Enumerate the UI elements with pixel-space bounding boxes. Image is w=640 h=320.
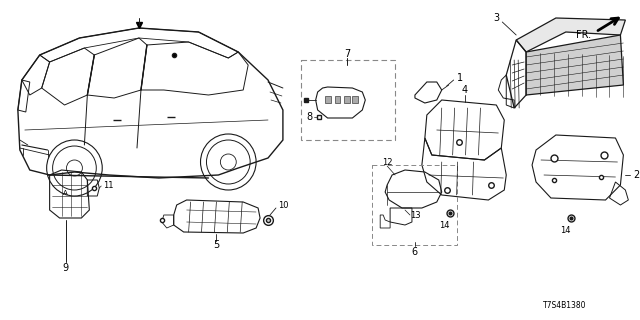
Text: 13: 13 (410, 211, 420, 220)
Text: 11: 11 (103, 180, 114, 189)
Bar (372, 165, 456, 245)
Text: 9: 9 (63, 263, 68, 273)
Bar (344, 96, 351, 103)
Bar (324, 96, 330, 103)
Polygon shape (526, 35, 623, 95)
Text: 1: 1 (456, 73, 463, 83)
Text: 7: 7 (344, 49, 351, 59)
Bar (353, 96, 358, 103)
Text: 8: 8 (307, 112, 313, 122)
Text: 14: 14 (561, 226, 571, 235)
Bar (335, 96, 340, 103)
Text: FR.: FR. (577, 30, 591, 40)
Text: 10: 10 (278, 201, 288, 210)
Text: T7S4B1380: T7S4B1380 (543, 301, 587, 310)
Text: 4: 4 (461, 85, 468, 95)
Text: 5: 5 (213, 240, 220, 250)
Text: 2: 2 (634, 170, 639, 180)
Bar (301, 60, 395, 140)
Text: 12: 12 (382, 157, 392, 166)
Text: 3: 3 (493, 13, 499, 23)
Text: A: A (63, 190, 68, 196)
Text: 6: 6 (412, 247, 418, 257)
Text: 14: 14 (440, 220, 450, 229)
Polygon shape (516, 18, 625, 52)
